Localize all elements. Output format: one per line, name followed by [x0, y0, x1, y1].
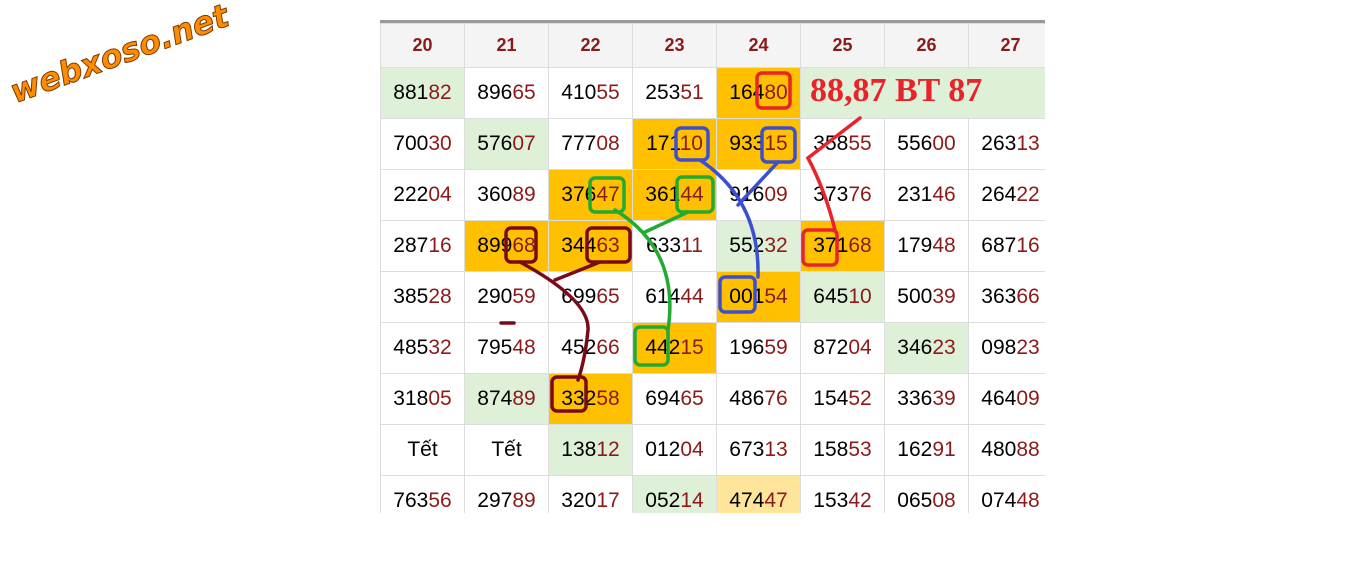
- cell: 55600: [884, 118, 969, 170]
- cell: Tết: [464, 424, 549, 476]
- table-row: 76356 29789 32017 05214 47447 15342 06508 07448: [380, 475, 1045, 513]
- cell: 36366: [968, 271, 1045, 323]
- table-row: 38528 29059 69965 61444 00154 64510 50039 36366: [380, 271, 1045, 323]
- blue-marks: [674, 126, 797, 314]
- cell: 36089: [464, 169, 549, 221]
- column-header: 23: [632, 23, 717, 68]
- cell: 38528: [380, 271, 465, 323]
- cell: 76356: [380, 475, 465, 513]
- table-row: 31805 87489 33258 69465 48676 15452 33639 46409: [380, 373, 1045, 425]
- cell: 22204: [380, 169, 465, 221]
- column-header: 25: [800, 23, 885, 68]
- column-header: 26: [884, 23, 969, 68]
- column-header: 21: [464, 23, 549, 68]
- cell: 15452: [800, 373, 885, 425]
- cell: 79548: [464, 322, 549, 374]
- darkred-marks: [499, 226, 632, 413]
- cell: 64510: [800, 271, 885, 323]
- column-header: 24: [716, 23, 801, 68]
- cell: 87204: [800, 322, 885, 374]
- annotation: 88,87 BT 87: [810, 72, 983, 109]
- table-row: 22204 36089 37647 36144 91609 37376 23146 26422: [380, 169, 1045, 221]
- table-row: 70030 57607 77708 17110 93315 35855 55600 26313: [380, 118, 1045, 170]
- annotation-cell: [800, 67, 1045, 119]
- cell: 07448: [968, 475, 1045, 513]
- cell: 70030: [380, 118, 465, 170]
- cell: 88182: [380, 67, 465, 119]
- cell: 50039: [884, 271, 969, 323]
- cell: 45266: [548, 322, 633, 374]
- column-header: 20: [380, 23, 465, 68]
- cell: 68716: [968, 220, 1045, 272]
- header-row: 20 21 22 23 24 25 26 27: [380, 23, 1045, 68]
- cell: 16291: [884, 424, 969, 476]
- green-marks: [588, 175, 715, 367]
- cell: 16480: [716, 67, 801, 119]
- cell: 61444: [632, 271, 717, 323]
- red-marks: [755, 71, 862, 267]
- cell: 57607: [464, 118, 549, 170]
- cell: 31805: [380, 373, 465, 425]
- cell: 46409: [968, 373, 1045, 425]
- cell: 19659: [716, 322, 801, 374]
- cell: 25351: [632, 67, 717, 119]
- cell: 48088: [968, 424, 1045, 476]
- cell: 63311: [632, 220, 717, 272]
- cell: 55232: [716, 220, 801, 272]
- column-header: 27: [968, 23, 1045, 68]
- cell: 29789: [464, 475, 549, 513]
- cell: 06508: [884, 475, 969, 513]
- cell: 32017: [548, 475, 633, 513]
- cell: 69965: [548, 271, 633, 323]
- cell: 01204: [632, 424, 717, 476]
- cell: 15853: [800, 424, 885, 476]
- table-row: 88182 89665 41055 25351 16480: [380, 67, 1045, 119]
- cell: 26422: [968, 169, 1045, 221]
- cell: 13812: [548, 424, 633, 476]
- cell: 29059: [464, 271, 549, 323]
- cell: 35855: [800, 118, 885, 170]
- cell: 37376: [800, 169, 885, 221]
- cell: 47447: [716, 475, 801, 513]
- cell: 05214: [632, 475, 717, 513]
- cell: 87489: [464, 373, 549, 425]
- table-row: Tết Tết 13812 01204 67313 15853 16291 48088: [380, 424, 1045, 476]
- cell: 41055: [548, 67, 633, 119]
- cell: 00154: [716, 271, 801, 323]
- cell: 33258: [548, 373, 633, 425]
- cell: 69465: [632, 373, 717, 425]
